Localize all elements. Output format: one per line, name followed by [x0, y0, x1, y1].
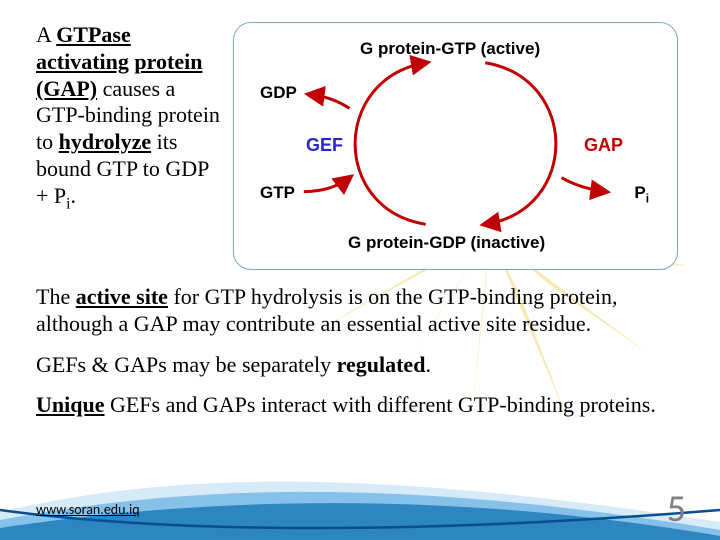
- label-gap: GAP: [584, 135, 623, 156]
- label-bottom-state: G protein-GDP (inactive): [348, 233, 545, 253]
- label-gdp: GDP: [260, 83, 297, 103]
- background-swoosh: [0, 440, 720, 540]
- cycle-diagram: G protein-GTP (active) G protein-GDP (in…: [233, 22, 678, 270]
- label-gef: GEF: [306, 135, 343, 156]
- page-number: 5: [667, 486, 686, 532]
- label-top-state: G protein-GTP (active): [360, 39, 540, 59]
- label-pi: Pi: [634, 183, 649, 205]
- intro-paragraph: A GTPase activating protein (GAP) causes…: [36, 22, 221, 214]
- footer-url-link[interactable]: www.soran.edu.iq: [36, 501, 140, 518]
- paragraph-unique: Unique GEFs and GAPs interact with diffe…: [36, 392, 690, 419]
- label-gtp: GTP: [260, 183, 295, 203]
- paragraph-active-site: The active site for GTP hydrolysis is on…: [36, 284, 690, 338]
- slide-content: A GTPase activating protein (GAP) causes…: [0, 0, 720, 419]
- paragraph-regulated: GEFs & GAPs may be separately regulated.: [36, 352, 690, 379]
